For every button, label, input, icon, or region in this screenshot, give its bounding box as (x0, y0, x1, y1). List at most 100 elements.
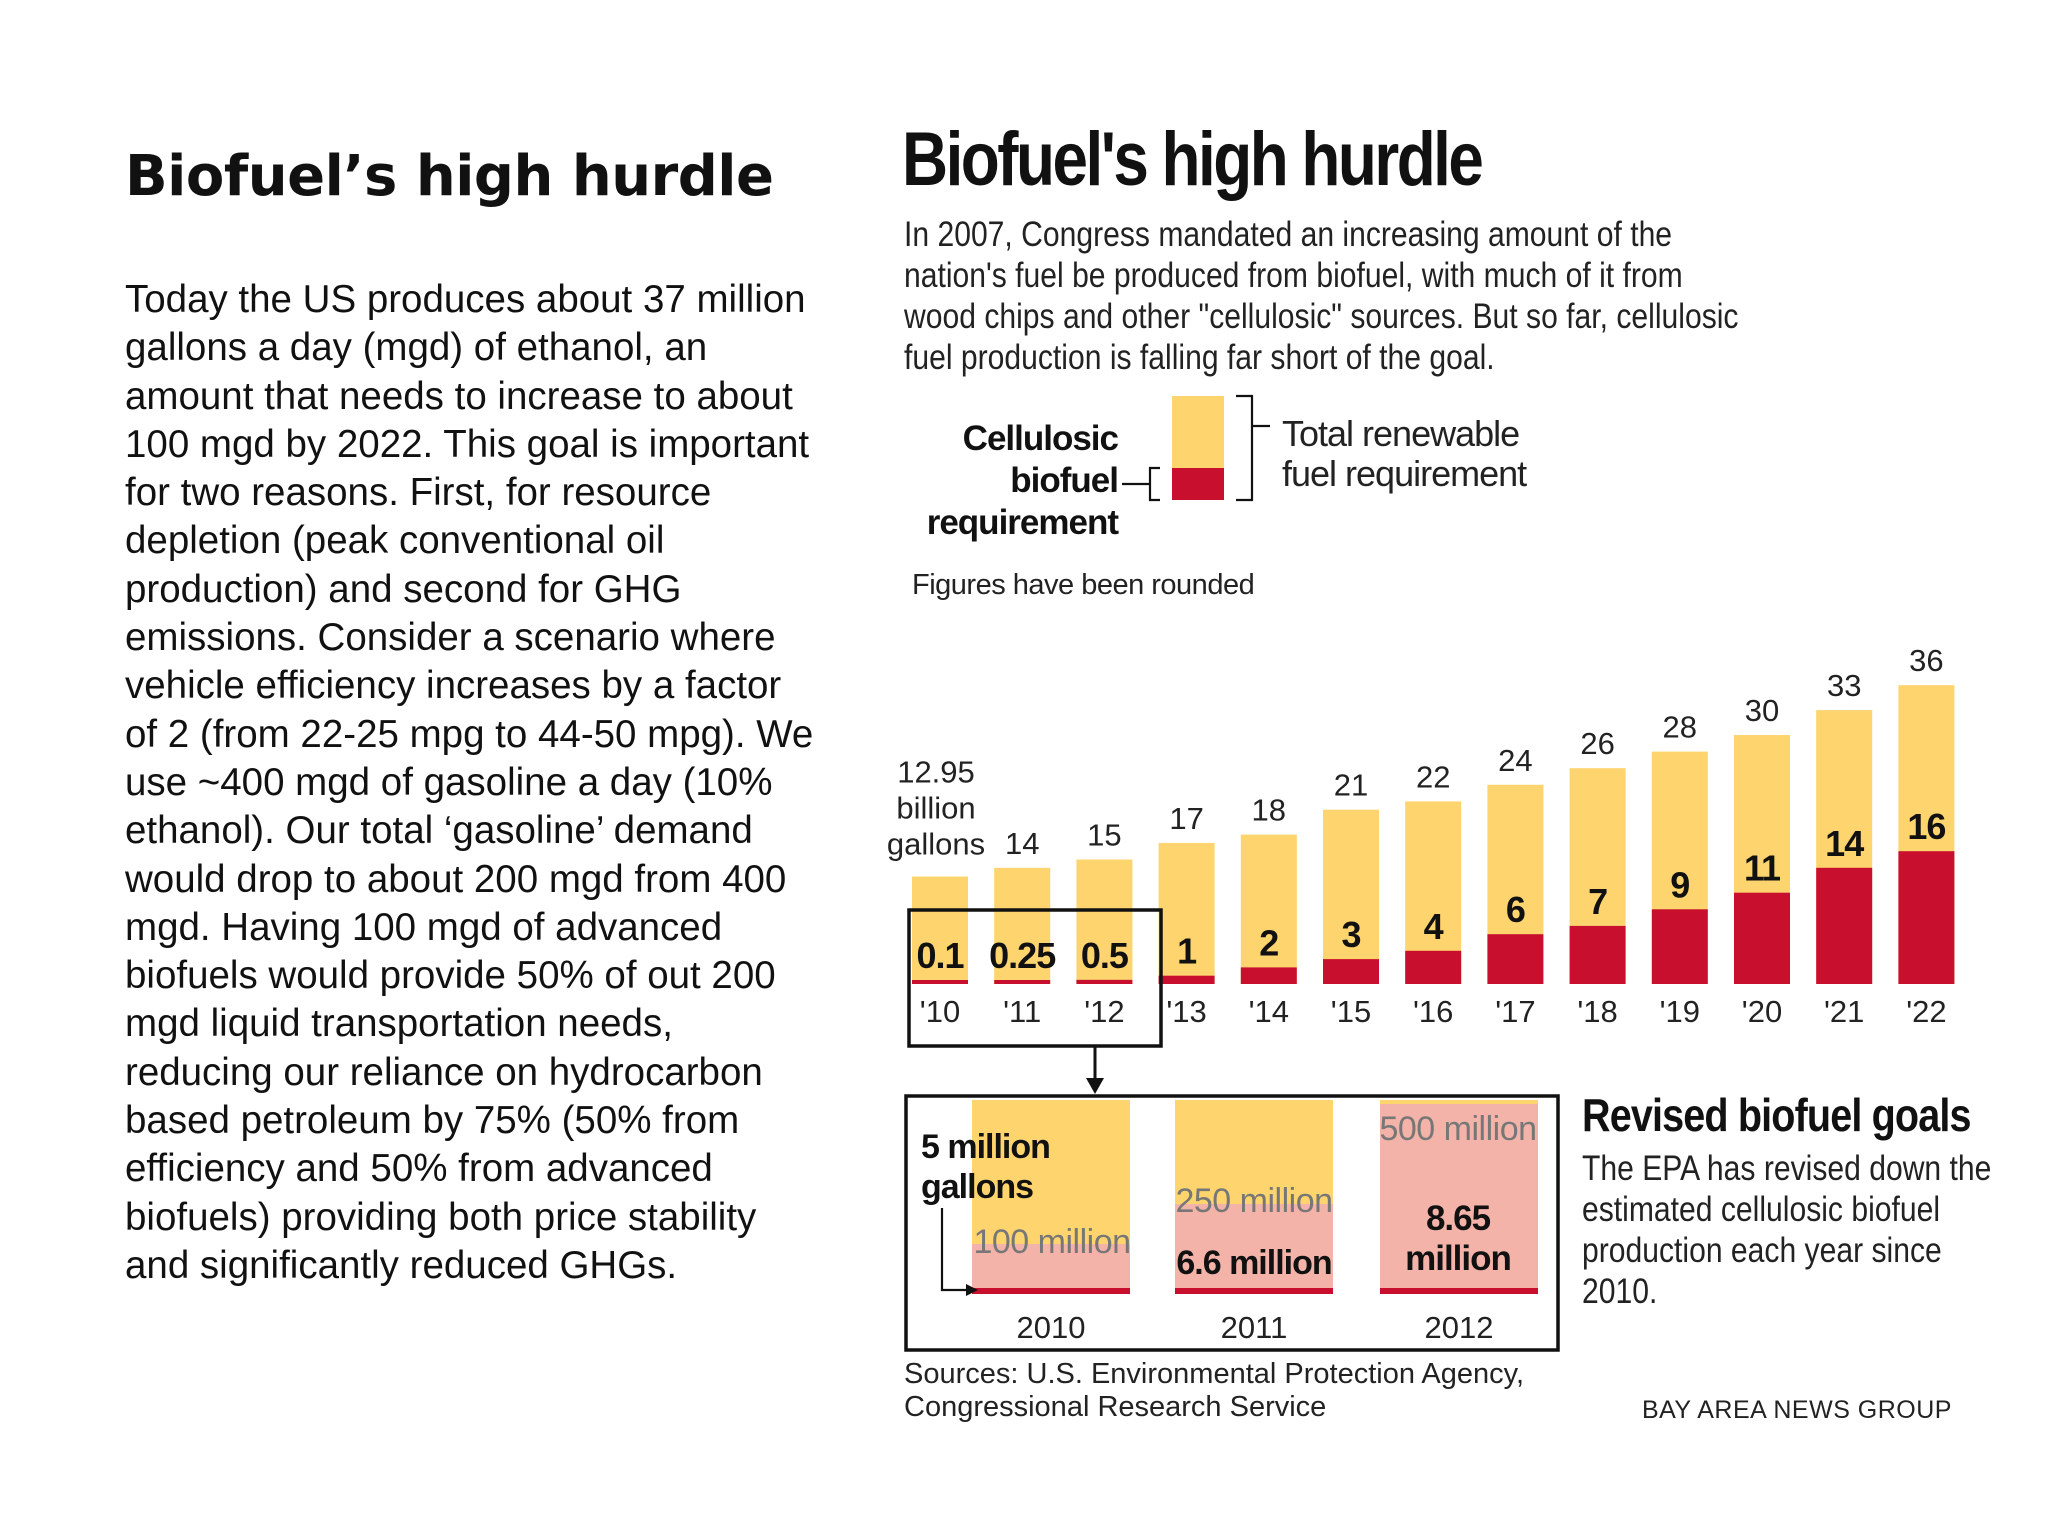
cellulosic-bar-12 (1898, 851, 1955, 984)
infographic-intro-text: In 2007, Congress mandated an increasing… (904, 215, 1739, 377)
total-value-label: 21 (1334, 768, 1368, 803)
revised-bg-bar-1 (1175, 1100, 1333, 1204)
slide-title: Biofuel’s high hurdle (125, 144, 774, 209)
total-value-label: 33 (1827, 668, 1861, 703)
cellulosic-value-label: 3 (1341, 914, 1360, 955)
total-bar-1 (994, 867, 1051, 984)
revised-goal-bar-2 (1380, 1104, 1538, 1294)
revised-pointer-line (940, 1208, 968, 1292)
total-unit-label-2: gallons (887, 827, 985, 862)
x-tick-label: '14 (1249, 994, 1289, 1029)
cellulosic-value-label: 2 (1259, 922, 1278, 963)
x-tick-label: '10 (920, 994, 960, 1029)
revised-actual-label: million (1405, 1239, 1511, 1278)
legend-cellulosic-label-2: biofuel (1010, 461, 1118, 500)
total-bar-2 (1076, 859, 1133, 984)
legend-total-label-1: Total renewable (1282, 413, 1519, 454)
total-value-label: 30 (1745, 693, 1779, 728)
slide-body-text: Today the US produces about 37 million g… (125, 278, 814, 1287)
legend-cellulosic-label-3: requirement (927, 503, 1120, 542)
cellulosic-value-label: 11 (1744, 848, 1781, 889)
total-value-label: 17 (1169, 801, 1203, 836)
legend-total-swatch (1172, 396, 1224, 468)
cellulosic-value-label: 0.5 (1081, 935, 1129, 976)
cellulosic-bar-0 (912, 980, 968, 984)
revised-year-label: 2012 (1425, 1310, 1494, 1345)
cellulosic-value-label: 4 (1424, 906, 1444, 947)
revised-year-label: 2010 (1017, 1310, 1086, 1345)
x-tick-label: '11 (1003, 994, 1041, 1029)
total-unit-label-1: billion (896, 791, 975, 826)
legend-note: Figures have been rounded (912, 569, 1254, 601)
revised-actual-label: 6.6 million (1176, 1244, 1331, 1282)
x-tick-label: '21 (1824, 994, 1864, 1029)
x-tick-label: '16 (1413, 994, 1453, 1029)
x-tick-label: '19 (1660, 994, 1700, 1029)
sources-note: Sources: U.S. Environmental Protection A… (904, 1358, 1525, 1423)
revised-goal-label: 250 million (1175, 1182, 1332, 1220)
cellulosic-bar-5 (1323, 959, 1379, 984)
total-value-label: 14 (1005, 826, 1039, 861)
cellulosic-value-label: 9 (1670, 864, 1689, 905)
cellulosic-value-label: 0.1 (916, 935, 964, 976)
infographic-title: Biofuel's high hurdle (902, 117, 1484, 202)
total-value-label: 36 (1909, 643, 1943, 678)
x-tick-label: '15 (1331, 994, 1371, 1029)
cellulosic-value-label: 1 (1177, 931, 1197, 972)
x-tick-label: '22 (1906, 994, 1946, 1029)
cellulosic-value-label: 16 (1907, 806, 1945, 847)
x-tick-label: '13 (1166, 994, 1206, 1029)
credit-line: BAY AREA NEWS GROUP (1641, 1396, 1952, 1424)
cellulosic-value-label: 7 (1588, 881, 1607, 922)
total-value-label: 24 (1498, 743, 1532, 778)
legend-total-bracket (1236, 394, 1270, 502)
revised-goal-label: 100 million (973, 1223, 1130, 1261)
revised-year-label: 2011 (1221, 1310, 1288, 1345)
legend-cellulosic-label-1: Cellulosic (963, 419, 1119, 458)
cellulosic-value-label: 6 (1506, 889, 1525, 930)
revised-actual-label: gallons (921, 1168, 1033, 1206)
cellulosic-value-label: 14 (1825, 823, 1864, 864)
cellulosic-bar-11 (1816, 867, 1873, 984)
revised-bg-bar-2 (1380, 1100, 1538, 1104)
total-bar-5 (1323, 809, 1379, 984)
total-value-label: 12.95 (897, 755, 975, 790)
x-tick-label: '12 (1084, 994, 1124, 1029)
revised-actual-label: 8.65 (1426, 1199, 1491, 1238)
cellulosic-bar-6 (1405, 950, 1462, 984)
arrow-head (1086, 1078, 1104, 1094)
cellulosic-bar-4 (1240, 967, 1297, 984)
total-bar-0 (912, 876, 968, 984)
cellulosic-bar-2 (1076, 979, 1133, 984)
revised-bg-bar-0 (972, 1100, 1130, 1244)
revised-actual-bar-1 (1175, 1288, 1333, 1294)
total-value-label: 18 (1252, 793, 1286, 828)
x-tick-label: '17 (1495, 994, 1535, 1029)
total-value-label: 15 (1087, 818, 1121, 853)
revised-goals-text: The EPA has revised down the estimated c… (1582, 1149, 1992, 1311)
cellulosic-bar-3 (1158, 975, 1215, 984)
cellulosic-bar-10 (1734, 892, 1790, 984)
revised-pointer-head (966, 1284, 978, 1296)
total-bar-4 (1240, 834, 1297, 984)
legend-cellulosic-bracket (1122, 466, 1160, 502)
cellulosic-value-label: 0.25 (989, 935, 1056, 976)
revised-box (904, 1094, 1560, 1352)
revised-goal-bar-1 (1175, 1204, 1333, 1294)
revised-actual-bar-2 (1380, 1288, 1538, 1294)
cellulosic-bar-8 (1569, 925, 1626, 984)
revised-actual-label: 5 million (921, 1128, 1050, 1166)
revised-goal-label: 500 million (1379, 1110, 1536, 1148)
revised-goals-panel: Revised biofuel goals The EPA has revise… (1582, 1088, 2022, 1312)
cellulosic-bar-9 (1651, 909, 1708, 984)
x-tick-label: '20 (1742, 994, 1782, 1029)
legend-total-label-2: fuel requirement (1282, 453, 1527, 494)
x-tick-label: '18 (1577, 994, 1617, 1029)
highlight-box (907, 908, 1163, 1048)
revised-actual-bar-0 (972, 1288, 1130, 1294)
total-value-label: 28 (1663, 710, 1697, 745)
total-bar-3 (1158, 842, 1215, 984)
cellulosic-bar-1 (994, 980, 1051, 984)
revised-goals-title: Revised biofuel goals (1582, 1089, 1971, 1141)
